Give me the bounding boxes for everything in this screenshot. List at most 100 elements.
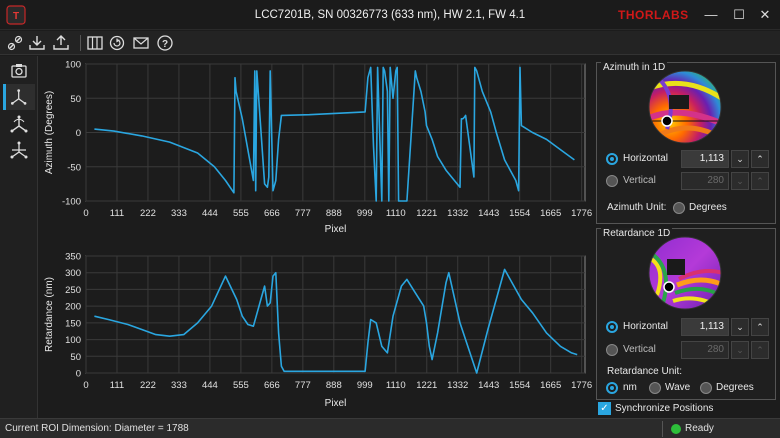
azimuth-x-tick-label: 1110 <box>386 208 406 219</box>
retardance-horizontal-label: Horizontal <box>623 321 669 332</box>
retardance-horizontal-radio[interactable] <box>606 321 618 333</box>
left-navigation <box>0 56 38 418</box>
toolbar-separator <box>80 35 81 51</box>
connect-icon[interactable] <box>6 34 24 52</box>
retardance-x-tick-label: 1221 <box>416 380 437 391</box>
mail-icon[interactable] <box>132 34 150 52</box>
title-bar: T LCC7201B, SN 00326773 (633 nm), HW 2.1… <box>0 0 780 30</box>
azimuth-panel-title: Azimuth in 1D <box>601 62 668 73</box>
retardance-horizontal-up-button[interactable]: ⌃ <box>751 318 769 336</box>
ready-indicator-icon <box>671 424 681 434</box>
synchronize-checkbox[interactable]: ✓ <box>598 402 611 415</box>
azimuth-x-tick-label: 1332 <box>447 208 468 219</box>
retardance-x-tick-label: 777 <box>295 380 311 391</box>
azimuth-unit-degrees-radio[interactable] <box>673 202 685 214</box>
retardance-vertical-radio[interactable] <box>606 344 618 356</box>
azimuth-x-tick-label: 333 <box>171 208 187 219</box>
retardance-unit-wave-label: Wave <box>665 382 691 393</box>
azimuth-x-tick-label: 555 <box>233 208 249 219</box>
axes-rotate-icon[interactable] <box>3 112 35 138</box>
close-button[interactable]: ✕ <box>759 7 771 22</box>
ready-status-text: Ready <box>685 423 714 434</box>
azimuth-y-axis-label: Azimuth (Degrees) <box>44 91 55 174</box>
azimuth-series-line <box>94 66 575 202</box>
synchronize-label: Synchronize Positions <box>615 403 714 414</box>
maximize-button[interactable]: ☐ <box>733 7 745 22</box>
retardance-vertical-down-button[interactable]: ⌄ <box>731 341 749 359</box>
refresh-icon[interactable] <box>108 34 126 52</box>
retardance-x-tick-label: 888 <box>326 380 342 391</box>
window-title: LCC7201B, SN 00326773 (633 nm), HW 2.1, … <box>254 9 526 21</box>
azimuth-horizontal-up-button[interactable]: ⌃ <box>751 150 769 168</box>
azimuth-x-tick-label: 444 <box>202 208 218 219</box>
retardance-x-tick-label: 999 <box>357 380 373 391</box>
status-bar: Current ROI Dimension: Diameter = 1788 R… <box>0 418 780 438</box>
retardance-x-tick-label: 333 <box>171 380 187 391</box>
retardance-unit-wave-radio[interactable] <box>649 382 661 394</box>
azimuth-x-axis-label: Pixel <box>325 224 347 235</box>
retardance-unit-label: Retardance Unit: <box>607 366 683 377</box>
azimuth-vertical-up-button[interactable]: ⌃ <box>751 172 769 190</box>
azimuth-horizontal-input[interactable]: 1,113 <box>681 150 729 168</box>
retardance-map-image[interactable] <box>647 235 723 311</box>
azimuth-vertical-label: Vertical <box>623 175 656 186</box>
retardance-unit-nm-radio[interactable] <box>606 382 618 394</box>
minimize-button[interactable]: — <box>704 7 718 22</box>
azimuth-vertical-radio[interactable] <box>606 175 618 187</box>
azimuth-x-tick-label: 888 <box>326 208 342 219</box>
upload-icon[interactable] <box>52 34 70 52</box>
retardance-horizontal-input[interactable]: 1,113 <box>681 318 729 336</box>
retardance-unit-degrees-label: Degrees <box>716 382 754 393</box>
retardance-x-tick-label: 111 <box>110 380 124 391</box>
retardance-x-tick-label: 555 <box>233 380 249 391</box>
grid-icon[interactable] <box>86 34 104 52</box>
retardance-x-tick-label: 0 <box>83 380 88 391</box>
retardance-unit-nm-label: nm <box>623 382 637 393</box>
azimuth-y-tick-label: 0 <box>76 128 81 139</box>
azimuth-x-tick-label: 111 <box>110 208 124 219</box>
retardance-x-tick-label: 1110 <box>386 380 406 391</box>
axes-icon[interactable] <box>3 84 35 110</box>
azimuth-vertical-input[interactable]: 280 <box>681 172 729 190</box>
azimuth-horizontal-down-button[interactable]: ⌄ <box>731 150 749 168</box>
azimuth-x-tick-label: 1443 <box>478 208 499 219</box>
roi-status-text: Current ROI Dimension: Diameter = 1788 <box>5 423 189 434</box>
retardance-y-tick-label: 250 <box>65 285 81 296</box>
retardance-x-tick-label: 222 <box>140 380 156 391</box>
download-icon[interactable] <box>28 34 46 52</box>
azimuth-x-tick-label: 0 <box>83 208 88 219</box>
retardance-x-tick-label: 1776 <box>571 380 592 391</box>
azimuth-y-tick-label: 50 <box>70 94 81 105</box>
retardance-y-tick-label: 50 <box>70 352 81 363</box>
retardance-y-tick-label: 150 <box>65 318 81 329</box>
retardance-panel-title: Retardance 1D <box>601 228 673 239</box>
app-icon: T <box>6 5 26 25</box>
retardance-panel: Retardance 1D Horizontal 1,113 ⌄ ⌃ Verti… <box>596 228 776 400</box>
retardance-x-tick-label: 666 <box>264 380 280 391</box>
retardance-y-axis-label: Retardance (nm) <box>44 277 55 352</box>
azimuth-horizontal-radio[interactable] <box>606 153 618 165</box>
azimuth-y-tick-label: -100 <box>62 197 81 208</box>
thorlabs-logo: THORLABS <box>618 8 689 22</box>
retardance-unit-degrees-radio[interactable] <box>700 382 712 394</box>
retardance-x-axis-label: Pixel <box>325 398 347 409</box>
retardance-y-tick-label: 200 <box>65 302 81 313</box>
azimuth-vertical-down-button[interactable]: ⌄ <box>731 172 749 190</box>
retardance-vertical-input[interactable]: 280 <box>681 341 729 359</box>
camera-icon[interactable] <box>3 58 35 84</box>
axes-3d-icon[interactable] <box>3 138 35 164</box>
retardance-horizontal-down-button[interactable]: ⌄ <box>731 318 749 336</box>
azimuth-map-image[interactable] <box>647 69 723 145</box>
retardance-x-tick-label: 1554 <box>509 380 530 391</box>
svg-text:T: T <box>13 11 19 22</box>
status-separator <box>662 421 663 437</box>
help-icon[interactable]: ? <box>156 34 174 52</box>
retardance-y-tick-label: 0 <box>76 369 81 380</box>
retardance-plot-frame <box>85 255 586 374</box>
azimuth-y-tick-label: -50 <box>67 162 81 173</box>
azimuth-x-tick-label: 1776 <box>571 208 592 219</box>
azimuth-unit-label: Azimuth Unit: <box>607 202 667 213</box>
azimuth-horizontal-label: Horizontal <box>623 153 669 164</box>
retardance-vertical-up-button[interactable]: ⌃ <box>751 341 769 359</box>
